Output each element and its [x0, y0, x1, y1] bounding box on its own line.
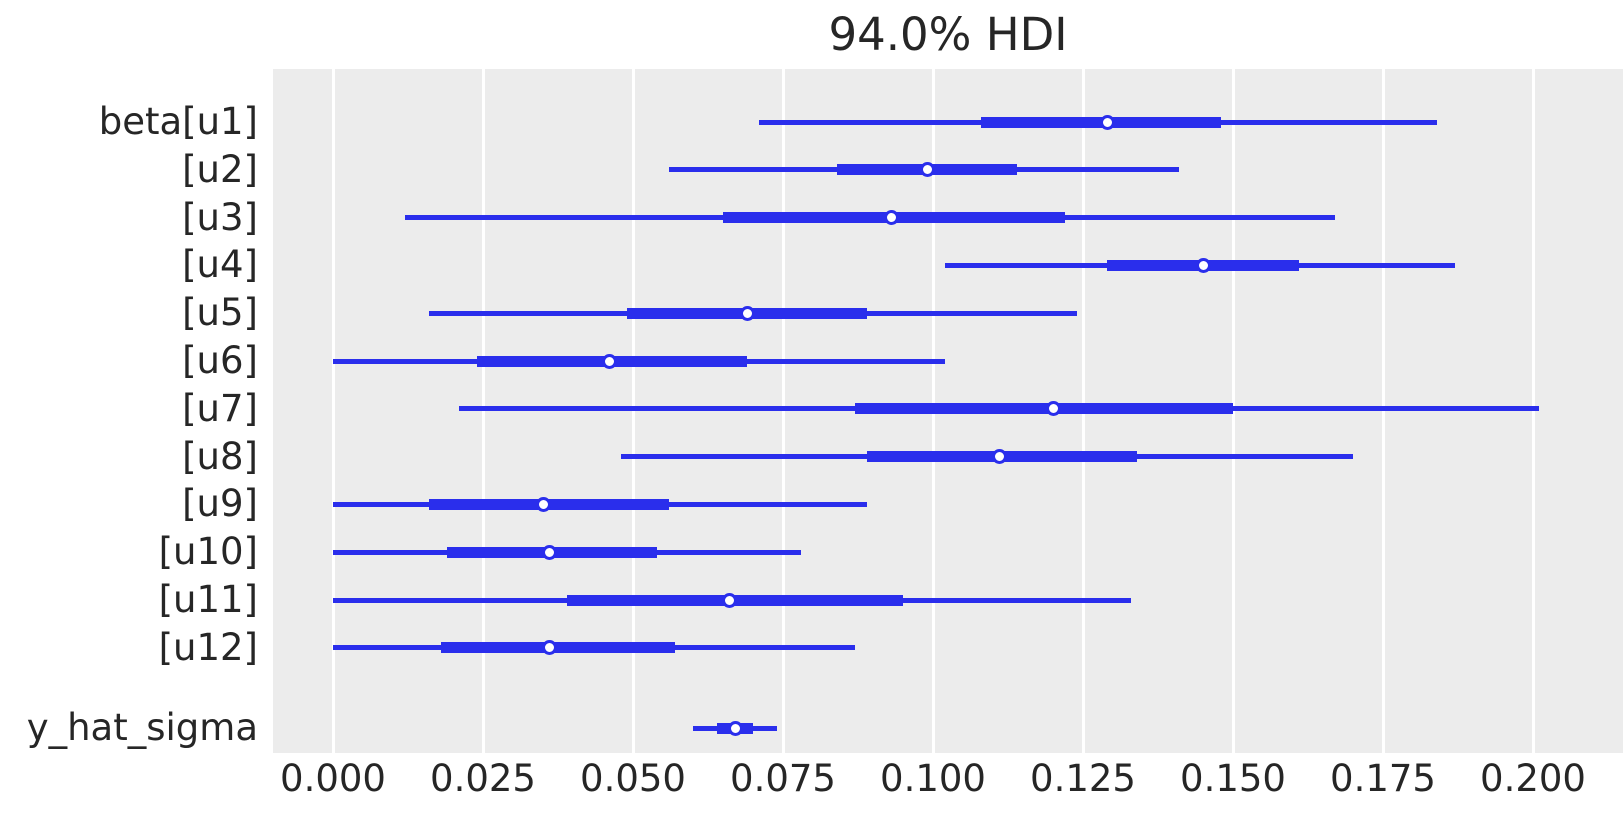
median-marker — [1045, 401, 1061, 417]
median-marker — [541, 544, 557, 560]
x-tick-label: 0.150 — [1180, 757, 1286, 800]
x-tick-label: 0.125 — [1030, 757, 1136, 800]
y-axis-label: [u12] — [158, 625, 258, 669]
median-marker — [721, 592, 737, 608]
plot-area — [273, 69, 1623, 753]
quartile-range-line — [855, 403, 1233, 415]
x-tick-label: 0.025 — [430, 757, 536, 800]
median-marker — [919, 162, 935, 178]
y-axis-label: [u6] — [182, 339, 258, 382]
y-axis-label: [u9] — [182, 482, 258, 526]
median-marker — [991, 449, 1007, 465]
chart-title: 94.0% HDI — [828, 8, 1068, 61]
median-marker — [883, 210, 899, 226]
median-marker — [727, 720, 743, 736]
y-axis-label: [u4] — [182, 243, 258, 287]
x-tick-label: 0.000 — [280, 757, 386, 800]
median-marker — [541, 640, 557, 656]
median-marker — [1195, 257, 1211, 273]
x-tick-label: 0.175 — [1330, 757, 1436, 800]
y-axis-label: [u7] — [182, 386, 258, 430]
median-marker — [601, 353, 617, 369]
y-axis-label: [u2] — [182, 147, 258, 191]
y-axis-label: [u10] — [158, 530, 258, 574]
median-marker — [739, 305, 755, 321]
y-axis-label: [u11] — [158, 578, 258, 621]
median-marker — [1099, 114, 1115, 130]
y-axis-label: beta[u1] — [98, 100, 258, 143]
y-axis-label: [u3] — [182, 195, 258, 239]
quartile-range-line — [441, 642, 675, 654]
grid-line — [331, 69, 335, 753]
y-axis-label: y_hat_sigma — [26, 706, 258, 749]
x-tick-label: 0.200 — [1480, 757, 1586, 800]
x-tick-label: 0.075 — [730, 757, 836, 800]
median-marker — [535, 496, 551, 512]
y-axis-label: [u8] — [182, 434, 258, 478]
x-tick-label: 0.100 — [880, 757, 986, 800]
x-tick-label: 0.050 — [580, 757, 686, 800]
y-axis-label: [u5] — [182, 291, 258, 335]
